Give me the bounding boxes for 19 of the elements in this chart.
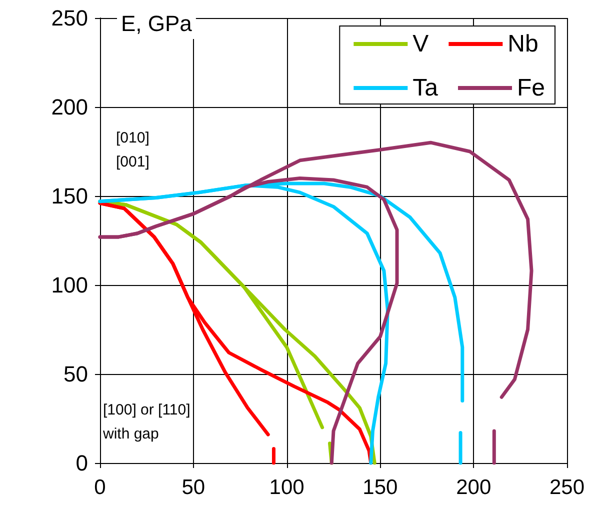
x-tick-label: 150 [362, 476, 398, 499]
y-tick-label: 250 [51, 6, 88, 30]
legend-label: Nb [508, 30, 538, 58]
y-tick-label: 0 [76, 450, 88, 476]
annotation: [010] [001] [116, 130, 150, 170]
legend-label: V [412, 30, 429, 58]
y-tick-label: 50 [64, 362, 88, 386]
x-tick-label: 100 [269, 476, 304, 499]
x-tick-label: 0 [94, 476, 106, 499]
y-tick-label: 150 [51, 184, 88, 208]
annotation: E, GPa [121, 11, 193, 36]
x-tick-label: 200 [456, 476, 492, 499]
legend-label: Fe [516, 74, 546, 102]
x-tick-label: 250 [549, 476, 585, 499]
annotation: [100] or [110] with gap [102, 402, 190, 442]
y-tick-label: 100 [51, 272, 88, 298]
x-tick-label: 50 [182, 476, 206, 499]
y-tick-label: 200 [51, 94, 88, 120]
legend-label: Ta [412, 74, 439, 102]
